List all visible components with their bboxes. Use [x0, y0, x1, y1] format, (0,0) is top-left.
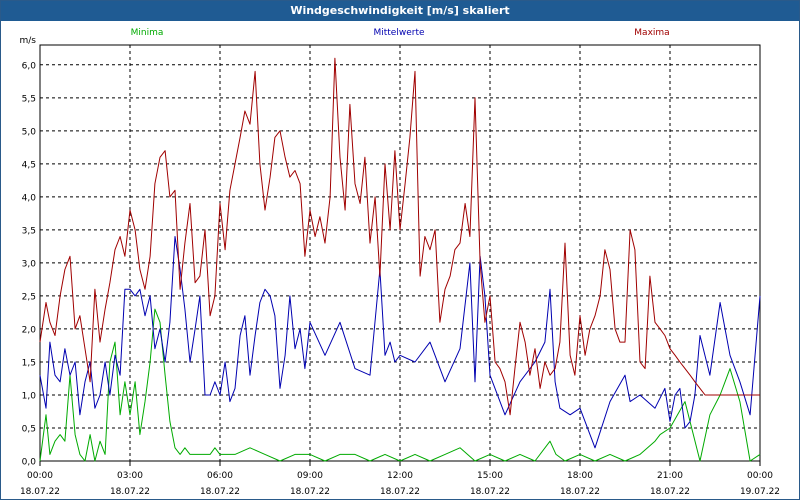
- y-tick-label: 3,0: [22, 259, 37, 269]
- x-tick-time: 00:00: [747, 471, 773, 481]
- x-tick-date: 19.07.22: [740, 487, 780, 497]
- y-tick-label: 5,5: [22, 94, 36, 104]
- series-line-minima: [39, 308, 761, 462]
- grid: [39, 44, 761, 462]
- legend-mittelwerte: Mittelwerte: [373, 28, 424, 38]
- x-tick-date: 18.07.22: [200, 487, 240, 497]
- y-tick-label: 4,0: [22, 193, 37, 203]
- window-title: Windgeschwindigkeit [m/s] skaliert: [1, 1, 799, 21]
- series-line-mittelwerte: [39, 236, 761, 449]
- legend-maxima: Maxima: [634, 28, 669, 38]
- x-tick-time: 00:00: [27, 471, 53, 481]
- wind-speed-chart: 0,0 0,5 1,0 1,5 2,0 2,5 3,0 3,5 4,0 4,5 5,0 5,5 6,0 m…: [20, 28, 781, 497]
- series-line-maxima: [39, 57, 760, 416]
- y-tick-label: 0,0: [22, 458, 37, 468]
- x-tick-time: 12:00: [387, 471, 413, 481]
- y-tick-label: 2,5: [22, 292, 36, 302]
- x-tick-time: 18:00: [567, 471, 593, 481]
- series: [39, 57, 761, 462]
- legend-minima: Minima: [131, 28, 164, 38]
- y-tick-label: 1,5: [22, 358, 36, 368]
- x-tick-time: 06:00: [207, 471, 233, 481]
- x-tick-date: 18.07.22: [380, 487, 420, 497]
- x-tick-time: 03:00: [117, 471, 143, 481]
- y-tick-label: 1,0: [22, 391, 37, 401]
- y-tick-label: 4,5: [22, 160, 36, 170]
- y-tick-label: 6,0: [22, 61, 37, 71]
- x-tick-time: 21:00: [657, 471, 683, 481]
- x-tick-date: 18.07.22: [290, 487, 330, 497]
- x-tick-date: 18.07.22: [110, 487, 150, 497]
- x-tick-time: 15:00: [477, 471, 503, 481]
- x-tick-date: 18.07.22: [20, 487, 60, 497]
- x-tick-date: 18.07.22: [650, 487, 690, 497]
- y-tick-label: 0,5: [22, 424, 36, 434]
- y-axis-label: m/s: [20, 36, 37, 46]
- y-tick-label: 3,5: [22, 226, 36, 236]
- y-tick-label: 5,0: [22, 127, 37, 137]
- y-tick-label: 2,0: [22, 325, 37, 335]
- axes: 0,0 0,5 1,0 1,5 2,0 2,5 3,0 3,5 4,0 4,5 5,0 5,5 6,0 m…: [20, 36, 781, 497]
- x-tick-date: 18.07.22: [470, 487, 510, 497]
- x-tick-time: 09:00: [297, 471, 323, 481]
- x-tick-date: 18.07.22: [560, 487, 600, 497]
- legend: Minima Mittelwerte Maxima: [131, 28, 670, 38]
